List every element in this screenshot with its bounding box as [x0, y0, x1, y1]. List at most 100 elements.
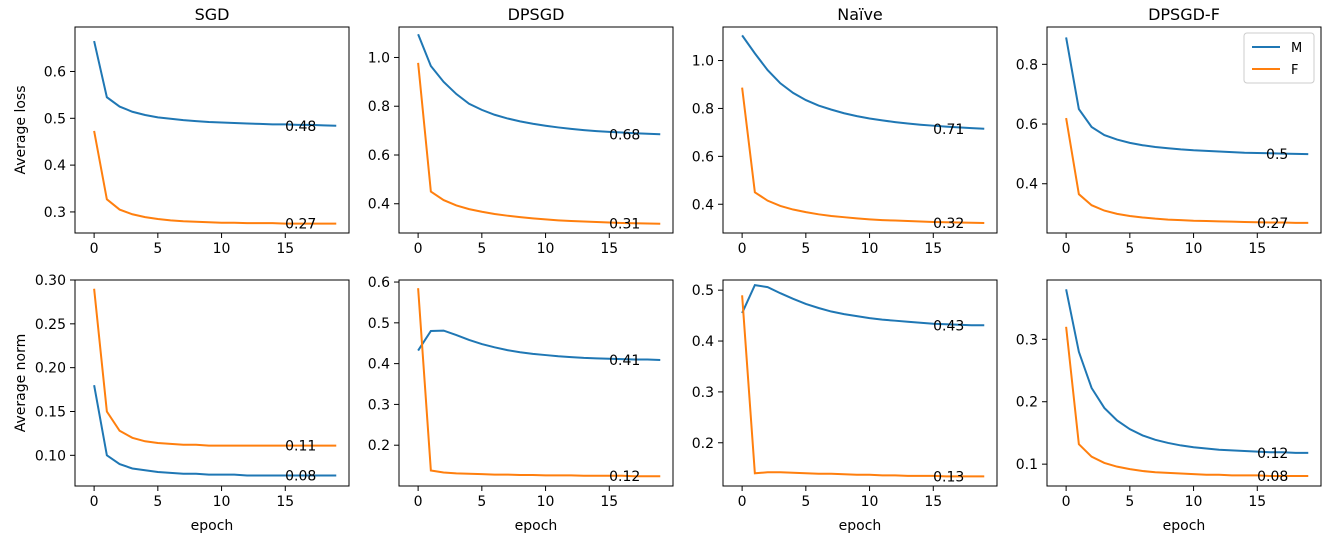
x-tick-label: 10	[213, 241, 231, 257]
x-tick-label: 0	[1062, 494, 1071, 510]
panel-8: 0.12 0.08 0 5 10 15 0.1 0.2 0.3 epoch	[1016, 279, 1322, 534]
y-tick-label: 0.5	[368, 316, 390, 332]
x-tick-label: 5	[801, 494, 810, 510]
x-axis-label: epoch	[1163, 518, 1206, 534]
legend-frame	[1243, 32, 1315, 84]
series-line-f	[93, 288, 337, 447]
end-value-label-m: 0.71	[933, 122, 964, 138]
y-tick-label: 0.2	[692, 436, 714, 452]
x-tick-label: 5	[1125, 241, 1134, 257]
end-value-label-m: 0.5	[1266, 147, 1288, 163]
end-value-label-f: 0.32	[933, 216, 964, 232]
series-line-m	[417, 33, 661, 136]
y-axis-label: Average norm	[13, 334, 29, 433]
x-tick-label: 5	[153, 494, 162, 510]
panel-5: 0.08 0.11 0 5 10 15 0.10 0.15 0.20 0.25 0.30 epoch A…	[13, 273, 350, 534]
y-tick-label: 0.6	[44, 64, 66, 80]
legend-label-f: F	[1291, 63, 1298, 78]
panel-3: 0.71 0.32 0 5 10 15 0.4 0.6 0.8 1.0 Naïve	[692, 5, 998, 257]
x-axis-label: epoch	[515, 518, 558, 534]
panel-4: 0.5 0.27 0 5 10 15 0.4 0.6 0.8 DPSGD-F	[1016, 5, 1322, 257]
y-tick-label: 0.4	[368, 357, 390, 373]
series-line-m	[417, 329, 661, 361]
x-axis-label: epoch	[839, 518, 882, 534]
end-value-label-m: 0.41	[609, 353, 640, 369]
y-tick-label: 0.6	[368, 148, 390, 164]
y-tick-label: 0.4	[692, 334, 714, 350]
series-line-m	[1065, 289, 1309, 454]
panel-title: Naïve	[837, 5, 883, 24]
x-tick-label: 10	[1185, 241, 1203, 257]
panel-2: 0.68 0.31 0 5 10 15 0.4 0.6 0.8 1.0 DPSGD	[368, 5, 674, 257]
x-tick-label: 15	[276, 241, 294, 257]
end-value-label-m: 0.68	[609, 127, 640, 143]
panel-1: 0.48 0.27 0 5 10 15 0.3 0.4 0.5 0.6 SGD Average los…	[13, 5, 350, 257]
axes-frame	[722, 279, 998, 487]
x-tick-label: 0	[414, 494, 423, 510]
end-value-label-f: 0.08	[1257, 469, 1288, 485]
y-tick-label: 0.15	[35, 404, 66, 420]
x-tick-label: 10	[861, 241, 879, 257]
series-line-m	[93, 385, 337, 477]
x-tick-label: 15	[600, 241, 618, 257]
x-tick-label: 15	[924, 241, 942, 257]
x-tick-label: 10	[537, 241, 555, 257]
y-tick-label: 0.8	[692, 101, 714, 117]
x-tick-label: 5	[477, 494, 486, 510]
end-value-label-f: 0.11	[285, 439, 316, 455]
axes-frame	[1046, 279, 1322, 487]
series-line-f	[417, 62, 661, 225]
panel-6: 0.41 0.12 0 5 10 15 0.2 0.3 0.4 0.5 0.6 epoch	[368, 275, 674, 534]
y-tick-label: 0.4	[692, 197, 714, 213]
y-tick-label: 0.3	[1016, 332, 1038, 348]
y-tick-label: 0.4	[1016, 177, 1038, 193]
y-tick-label: 0.3	[692, 385, 714, 401]
x-tick-label: 10	[213, 494, 231, 510]
y-tick-label: 0.3	[368, 397, 390, 413]
end-value-label-m: 0.12	[1257, 446, 1288, 462]
panel-7: 0.43 0.13 0 5 10 15 0.2 0.3 0.4 0.5 epoch	[692, 279, 998, 534]
axes-frame	[74, 26, 350, 234]
end-value-label-m: 0.08	[285, 469, 316, 485]
y-tick-label: 0.8	[368, 99, 390, 115]
y-tick-label: 0.2	[1016, 395, 1038, 411]
end-value-label-f: 0.27	[285, 217, 316, 233]
y-tick-label: 0.8	[1016, 57, 1038, 73]
y-tick-label: 0.10	[35, 448, 66, 464]
end-value-label-m: 0.48	[285, 119, 316, 135]
y-tick-label: 0.25	[35, 317, 66, 333]
axes-frame	[398, 279, 674, 487]
end-value-label-f: 0.31	[609, 217, 640, 233]
x-tick-label: 15	[1248, 241, 1266, 257]
x-tick-label: 0	[90, 494, 99, 510]
axes-frame	[722, 26, 998, 234]
y-tick-label: 0.30	[35, 273, 66, 289]
series-line-m	[1065, 37, 1309, 156]
axes-frame	[1046, 26, 1322, 234]
x-tick-label: 10	[537, 494, 555, 510]
panel-title: SGD	[195, 5, 230, 24]
y-tick-label: 0.2	[368, 438, 390, 454]
y-tick-label: 0.6	[1016, 117, 1038, 133]
end-value-label-f: 0.12	[609, 469, 640, 485]
series-line-m	[741, 34, 985, 130]
panel-title: DPSGD	[508, 5, 565, 24]
x-tick-label: 15	[1248, 494, 1266, 510]
axes-frame	[398, 26, 674, 234]
axes-frame	[74, 279, 350, 487]
y-tick-label: 0.3	[44, 205, 66, 221]
y-tick-label: 0.1	[1016, 457, 1038, 473]
x-tick-label: 15	[600, 494, 618, 510]
x-tick-label: 0	[738, 494, 747, 510]
y-tick-label: 0.6	[368, 275, 390, 291]
x-tick-label: 5	[153, 241, 162, 257]
legend-label-m: M	[1291, 41, 1302, 56]
y-axis-label: Average loss	[13, 86, 29, 175]
x-tick-label: 5	[1125, 494, 1134, 510]
series-line-f	[93, 130, 337, 225]
x-tick-label: 15	[924, 494, 942, 510]
series-line-f	[1065, 117, 1309, 224]
y-tick-label: 0.5	[44, 111, 66, 127]
end-value-label-m: 0.43	[933, 318, 964, 334]
